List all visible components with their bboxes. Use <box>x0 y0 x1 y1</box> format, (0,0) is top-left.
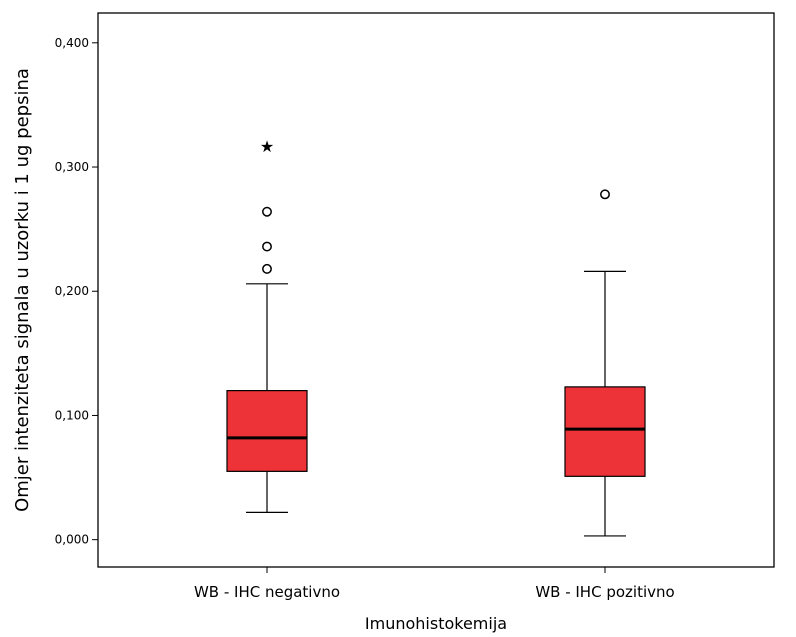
y-tick-label: 0,400 <box>55 36 89 50</box>
x-tick-label: WB - IHC pozitivno <box>535 583 674 601</box>
outlier-point <box>600 189 610 200</box>
x-tick-label: WB - IHC negativno <box>194 583 340 601</box>
y-tick-label: 0,100 <box>55 408 89 422</box>
outlier-point <box>262 263 272 274</box>
iqr-box <box>564 386 646 477</box>
outlier-point <box>262 206 272 217</box>
box-series: ★ <box>226 137 646 537</box>
box-group: ★ <box>226 137 308 513</box>
x-axis-title: Imunohistokemija <box>365 614 507 633</box>
y-tick-label: 0,200 <box>55 284 89 298</box>
extreme-point: ★ <box>260 137 274 156</box>
y-axis: 0,000 0,100 0,200 0,300 0,400 <box>55 36 98 547</box>
box-group <box>564 189 646 537</box>
outlier-point <box>262 241 272 252</box>
plot-frame <box>97 12 775 568</box>
x-axis: WB - IHC negativno WB - IHC pozitivno <box>194 567 675 601</box>
y-axis-title: Omjer intenziteta signala u uzorku i 1 u… <box>12 68 33 512</box>
iqr-box <box>226 390 308 472</box>
y-tick-label: 0,300 <box>55 160 89 174</box>
y-tick-label: 0,000 <box>55 533 89 547</box>
